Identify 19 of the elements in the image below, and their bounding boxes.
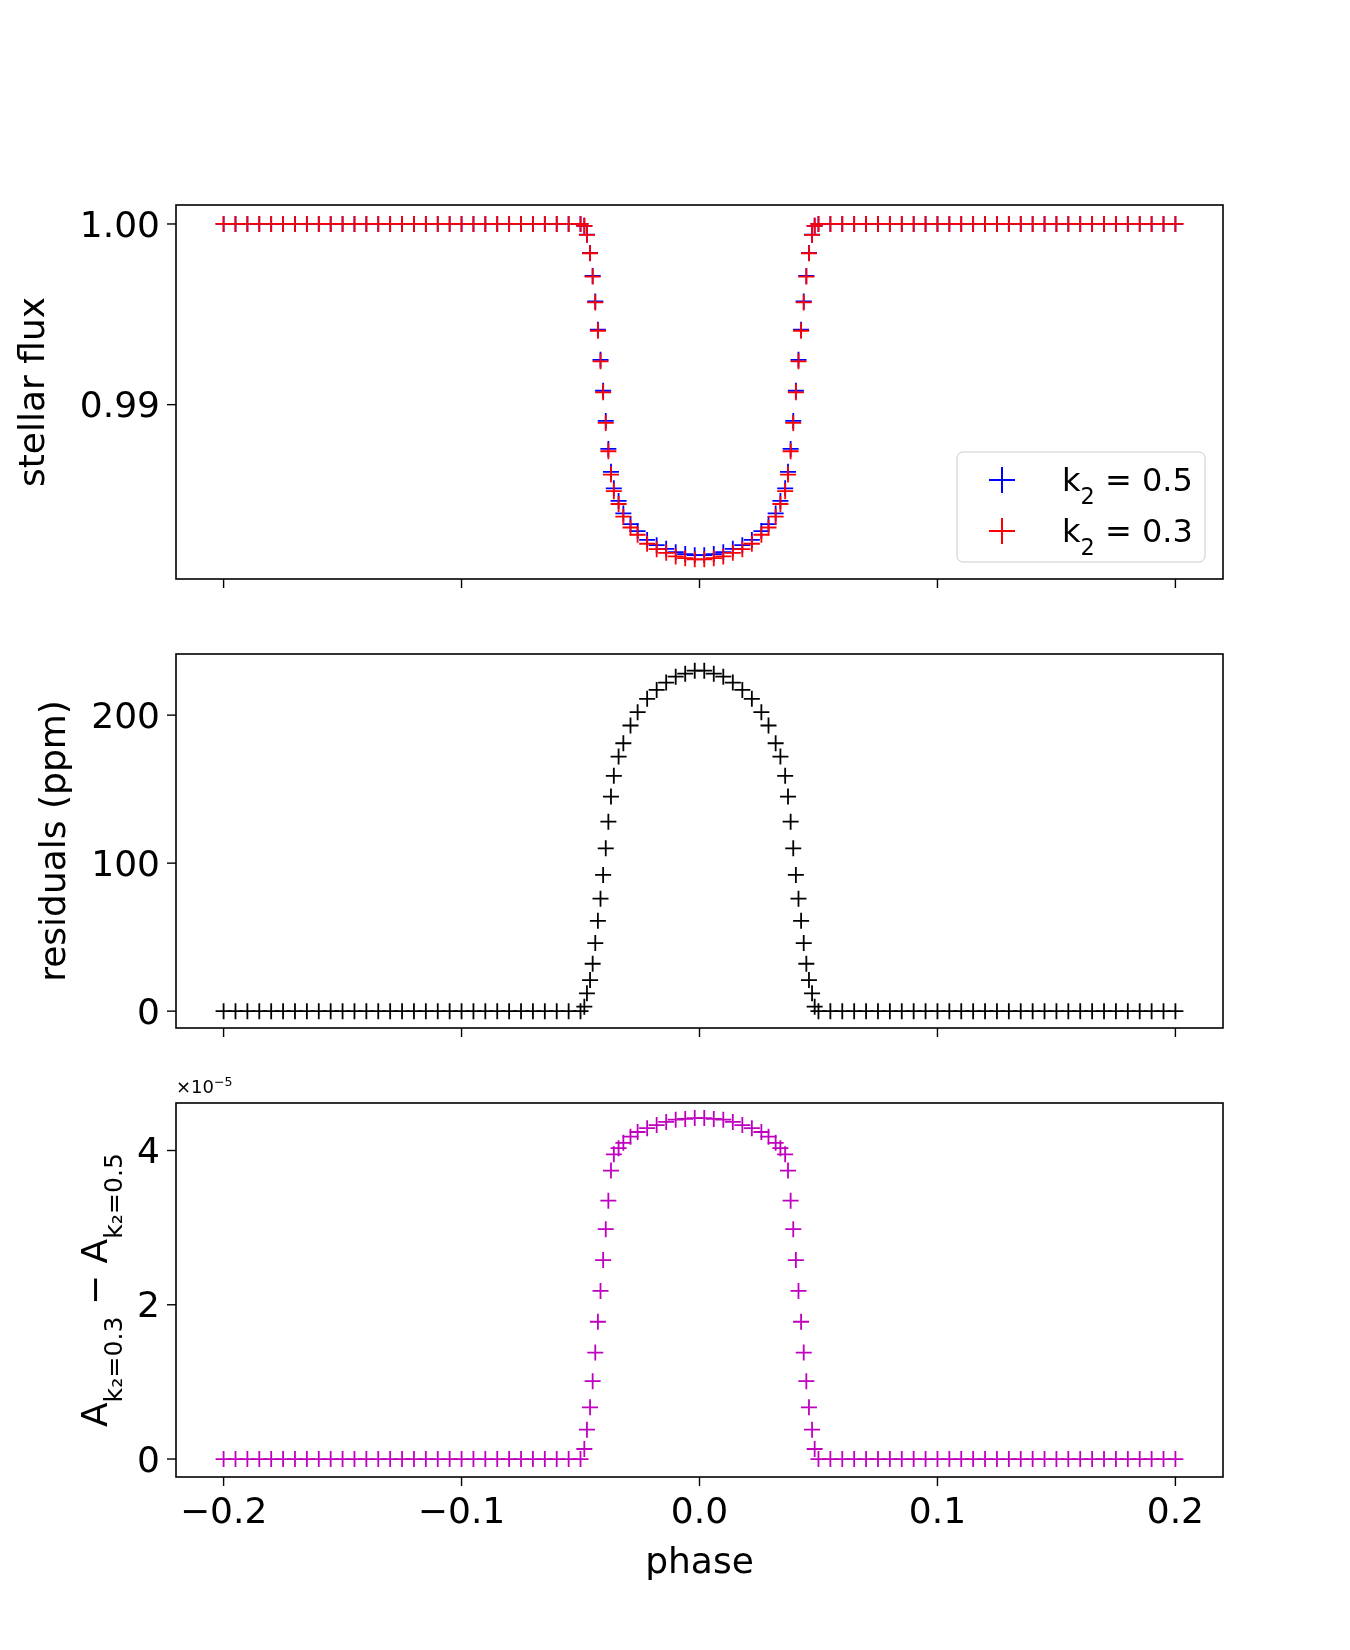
x-axis-title: phase	[645, 1540, 754, 1581]
x-tick-label: −0.2	[179, 1490, 268, 1531]
y-tick-label: 2	[137, 1284, 160, 1326]
legend-label: k$_{2}$ = 0.3	[1062, 512, 1193, 561]
text: ×10$^{−5}$	[176, 1073, 233, 1097]
y-tick-label: 100	[91, 842, 160, 884]
y-tick-label: 0	[137, 1438, 160, 1480]
y-axis-title: stellar flux	[11, 296, 52, 488]
y-tick-label: 0	[137, 990, 160, 1032]
y-tick-label: 4	[137, 1130, 160, 1172]
x-tick-label: 0.1	[908, 1490, 967, 1531]
x-tick-label: 0.0	[670, 1490, 729, 1531]
x-tick-label: −0.1	[417, 1490, 506, 1531]
x-tick-label: 0.2	[1146, 1490, 1205, 1531]
y-axis-title: residuals (ppm)	[32, 700, 73, 982]
y-tick-label: 1.00	[79, 203, 160, 245]
legend-label: k$_{2}$ = 0.5	[1062, 461, 1193, 510]
y-tick-label: 0.99	[79, 384, 160, 426]
y-tick-label: 200	[91, 694, 160, 736]
